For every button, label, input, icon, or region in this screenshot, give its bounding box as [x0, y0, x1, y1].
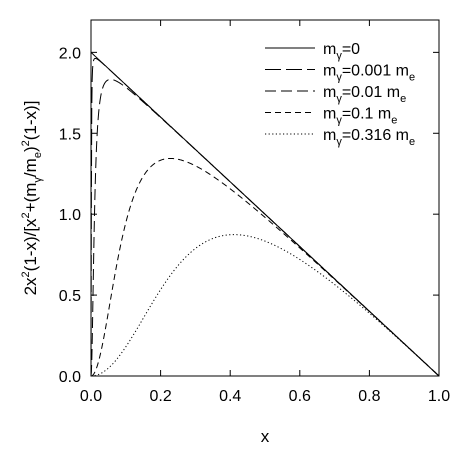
legend-label-3: mγ=0.1 me — [323, 106, 397, 127]
legend-label-1: mγ=0.001 me — [323, 63, 415, 84]
legend-label-0: mγ=0 — [323, 41, 360, 62]
axis-ticks: 0.0 0.2 0.4 0.6 0.8 1.0 0.0 0.5 1.0 1.5 2.0 — [59, 20, 450, 405]
legend-label-2: mγ=0.01 me — [323, 84, 406, 105]
x-tick-label: 0.4 — [219, 388, 241, 405]
x-axis-label: x — [261, 427, 270, 446]
x-tick-label: 0.8 — [358, 388, 380, 405]
legend-label-4: mγ=0.316 me — [323, 127, 415, 148]
x-tick-label: 0.6 — [289, 388, 311, 405]
x-tick-label: 0.0 — [80, 388, 102, 405]
y-tick-label: 1.5 — [59, 126, 81, 143]
series-line-3 — [90, 157, 440, 377]
series-line-4 — [91, 234, 440, 377]
y-tick-label: 2.0 — [59, 45, 81, 62]
x-tick-label: 0.2 — [149, 388, 171, 405]
y-axis-label: 2x2(1-x)/[x2+(mγ/me)2(1-x)] — [20, 101, 44, 296]
y-tick-label: 0.5 — [59, 288, 81, 305]
y-tick-label: 0.0 — [59, 369, 81, 386]
y-tick-label: 1.0 — [59, 207, 81, 224]
x-tick-label: 1.0 — [428, 388, 450, 405]
series-line-2 — [90, 78, 440, 377]
series-curves — [90, 51, 440, 377]
